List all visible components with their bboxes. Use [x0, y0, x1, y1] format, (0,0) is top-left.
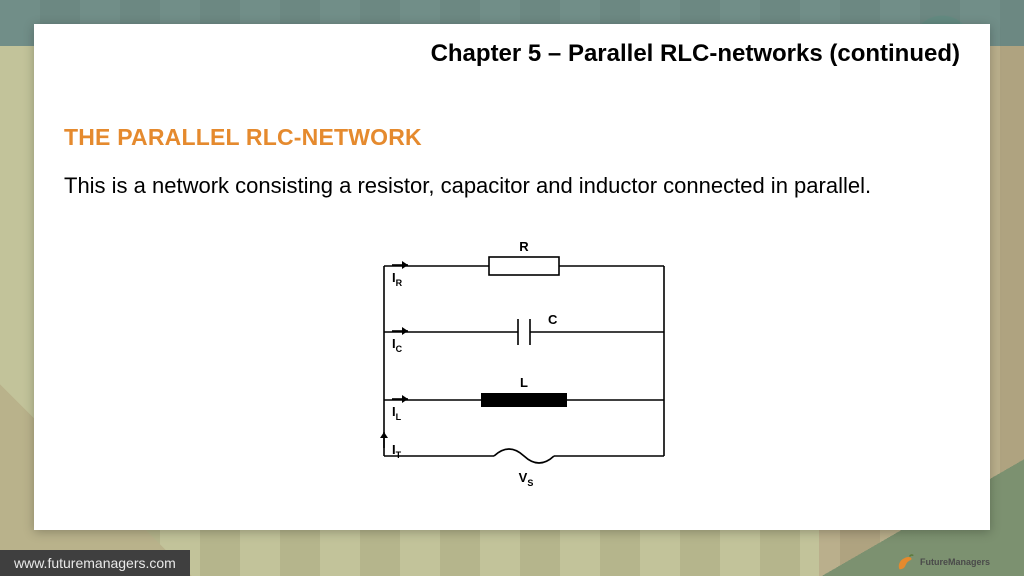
slide-card: Chapter 5 – Parallel RLC-networks (conti… — [34, 24, 990, 530]
brand-text: FutureManagers — [920, 557, 990, 567]
background: Chapter 5 – Parallel RLC-networks (conti… — [0, 0, 1024, 576]
chapter-title: Chapter 5 – Parallel RLC-networks (conti… — [64, 40, 960, 68]
body-paragraph: This is a network consisting a resistor,… — [64, 165, 960, 207]
footer-url: www.futuremanagers.com — [0, 550, 190, 576]
svg-text:C: C — [548, 312, 558, 327]
parallel-rlc-schematic: R IR C IC L IL VS IT — [344, 240, 704, 490]
circuit-diagram: R IR C IC L IL VS IT — [344, 240, 704, 490]
brand-logo: FutureManagers — [880, 548, 990, 576]
svg-text:IR: IR — [392, 270, 403, 288]
svg-text:R: R — [519, 240, 529, 254]
svg-text:IT: IT — [392, 442, 402, 460]
svg-text:IL: IL — [392, 404, 402, 422]
svg-text:IC: IC — [392, 336, 403, 354]
chili-icon — [894, 551, 916, 573]
section-title: THE PARALLEL RLC-NETWORK — [64, 124, 960, 151]
svg-text:VS: VS — [519, 470, 534, 488]
svg-text:L: L — [520, 375, 528, 390]
